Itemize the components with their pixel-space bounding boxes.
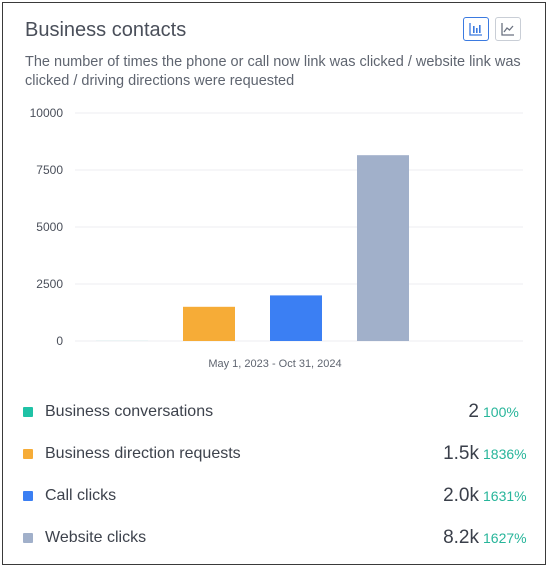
legend-change-percent: 100%: [483, 404, 519, 420]
legend-label: Call clicks: [45, 487, 117, 504]
bar-business-direction-requests[interactable]: [183, 306, 235, 341]
bar-chart-icon: [469, 23, 482, 36]
bar-call-clicks[interactable]: [270, 295, 322, 341]
legend-label: Website clicks: [45, 529, 147, 546]
line-chart-toggle[interactable]: [495, 17, 521, 41]
legend-swatch: [23, 491, 33, 501]
legend-value: 8.2k: [443, 527, 479, 548]
legend-change-percent: 1631%: [483, 488, 527, 504]
card-subtitle: The number of times the phone or call no…: [25, 54, 521, 89]
legend-item[interactable]: Business conversations 2 100%: [23, 391, 535, 433]
y-tick-label: 10000: [30, 106, 64, 120]
legend-change-percent: 1836%: [483, 446, 527, 462]
bar-chart-toggle[interactable]: [463, 17, 489, 41]
legend-item[interactable]: Call clicks 2.0k 1631%: [23, 475, 535, 517]
y-tick-label: 5000: [36, 220, 63, 234]
legend-swatch: [23, 407, 33, 417]
card-title: Business contacts: [25, 19, 187, 41]
legend-change-percent: 1627%: [483, 530, 527, 546]
legend-label: Business conversations: [45, 403, 214, 420]
legend-value: 2.0k: [443, 485, 479, 506]
legend: Business conversations 2 100% Business dire…: [23, 391, 535, 559]
legend-label: Business direction requests: [45, 445, 241, 462]
x-axis-label: May 1, 2023 - Oct 31, 2024: [208, 358, 341, 370]
y-tick-label: 7500: [36, 163, 63, 177]
legend-item[interactable]: Business direction requests 1.5k 1836%: [23, 433, 535, 475]
legend-value: 2: [468, 401, 479, 422]
legend-value: 1.5k: [443, 443, 479, 464]
y-tick-label: 0: [56, 334, 63, 348]
bar-chart: 0 2500 5000 7500 10000 May 1, 2023 - Oct 31, …: [30, 106, 523, 370]
line-chart-icon: [501, 23, 514, 36]
legend-swatch: [23, 533, 33, 543]
bar-website-clicks[interactable]: [357, 155, 409, 341]
legend-swatch: [23, 449, 33, 459]
y-tick-label: 2500: [36, 277, 63, 291]
legend-item[interactable]: Website clicks 8.2k 1627%: [23, 517, 535, 559]
